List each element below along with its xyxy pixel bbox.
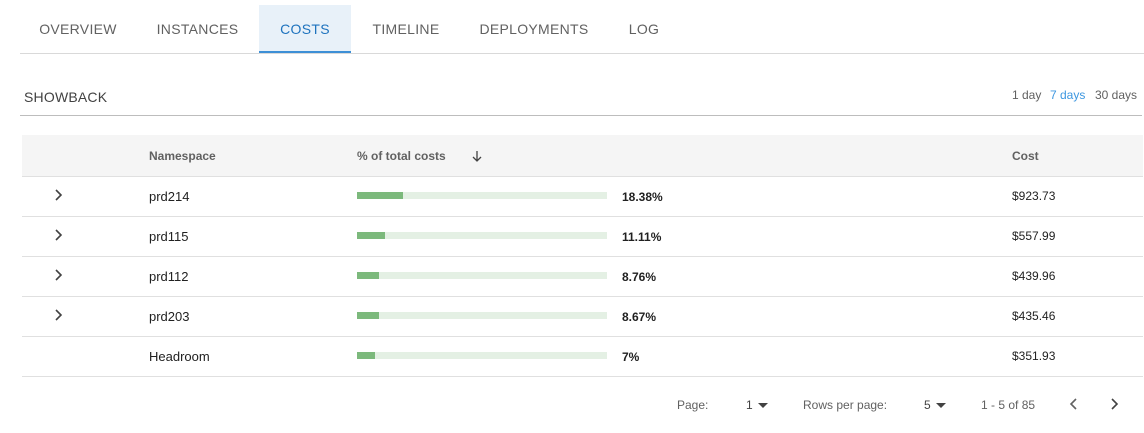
page-value: 1 xyxy=(746,398,753,412)
namespace-cell: prd214 xyxy=(149,189,190,204)
tab-costs[interactable]: COSTS xyxy=(259,5,351,53)
table-row[interactable]: prd214 18.38% $923.73 xyxy=(22,176,1143,217)
tab-overview[interactable]: OVERVIEW xyxy=(39,21,117,37)
percent-bar xyxy=(357,232,607,239)
chevron-right-icon[interactable] xyxy=(1106,396,1122,412)
table-row[interactable]: prd203 8.67% $435.46 xyxy=(22,296,1143,337)
table-row[interactable]: prd112 8.76% $439.96 xyxy=(22,256,1143,297)
tab-deployments[interactable]: DEPLOYMENTS xyxy=(479,21,589,37)
page-range: 1 - 5 of 85 xyxy=(981,398,1036,412)
column-header-cost[interactable]: Cost xyxy=(1012,149,1039,163)
range-1-day[interactable]: 1 day xyxy=(1012,88,1042,102)
cost-cell: $435.46 xyxy=(1012,309,1056,323)
column-header-percent[interactable]: % of total costs xyxy=(357,149,446,163)
percent-bar-fill xyxy=(357,192,403,199)
range-7-days[interactable]: 7 days xyxy=(1050,88,1086,102)
percent-cell: 8.76% xyxy=(622,270,657,284)
chevron-right-icon[interactable] xyxy=(50,267,66,283)
percent-bar xyxy=(357,312,607,319)
percent-cell: 8.67% xyxy=(622,310,657,324)
cost-cell: $923.73 xyxy=(1012,189,1056,203)
chevron-right-icon[interactable] xyxy=(50,227,66,243)
chevron-left-icon[interactable] xyxy=(1066,396,1082,412)
percent-bar xyxy=(357,272,607,279)
namespace-cell: prd112 xyxy=(149,269,189,284)
table-row: Headroom 7% $351.93 xyxy=(22,336,1143,377)
arrow-down-icon[interactable] xyxy=(471,149,483,163)
page-label: Page: xyxy=(677,398,709,412)
percent-bar-fill xyxy=(357,232,385,239)
namespace-cell: prd115 xyxy=(149,229,189,244)
percent-bar-fill xyxy=(357,352,375,359)
cost-cell: $557.99 xyxy=(1012,229,1056,243)
column-header-namespace[interactable]: Namespace xyxy=(149,149,216,163)
divider xyxy=(20,115,1142,116)
section-title: SHOWBACK xyxy=(24,89,108,105)
percent-cell: 7% xyxy=(622,350,640,364)
rows-per-page-select[interactable]: 5 xyxy=(924,398,946,412)
cost-cell: $439.96 xyxy=(1012,269,1056,283)
namespace-cell: prd203 xyxy=(149,309,190,324)
namespace-cell: Headroom xyxy=(149,349,210,364)
percent-bar-fill xyxy=(357,272,379,279)
chevron-right-icon[interactable] xyxy=(50,187,66,203)
rows-per-page-value: 5 xyxy=(924,398,931,412)
percent-cell: 18.38% xyxy=(622,190,663,204)
caret-down-icon xyxy=(935,403,946,409)
table-row[interactable]: prd115 11.11% $557.99 xyxy=(22,216,1143,257)
tab-instances[interactable]: INSTANCES xyxy=(156,21,239,37)
tab-bar: OVERVIEW INSTANCES COSTS TIMELINE DEPLOY… xyxy=(20,5,1144,54)
caret-down-icon xyxy=(757,403,768,409)
percent-bar xyxy=(357,352,607,359)
table-header: Namespace % of total costs Cost xyxy=(22,135,1143,177)
cost-cell: $351.93 xyxy=(1012,349,1056,363)
page-select[interactable]: 1 xyxy=(746,398,768,412)
tab-timeline[interactable]: TIMELINE xyxy=(372,21,440,37)
tab-log[interactable]: LOG xyxy=(628,21,660,37)
chevron-right-icon[interactable] xyxy=(50,307,66,323)
percent-bar xyxy=(357,192,607,199)
rows-per-page-label: Rows per page: xyxy=(803,398,888,412)
range-30-days[interactable]: 30 days xyxy=(1095,88,1138,102)
percent-cell: 11.11% xyxy=(622,230,662,244)
percent-bar-fill xyxy=(357,312,379,319)
